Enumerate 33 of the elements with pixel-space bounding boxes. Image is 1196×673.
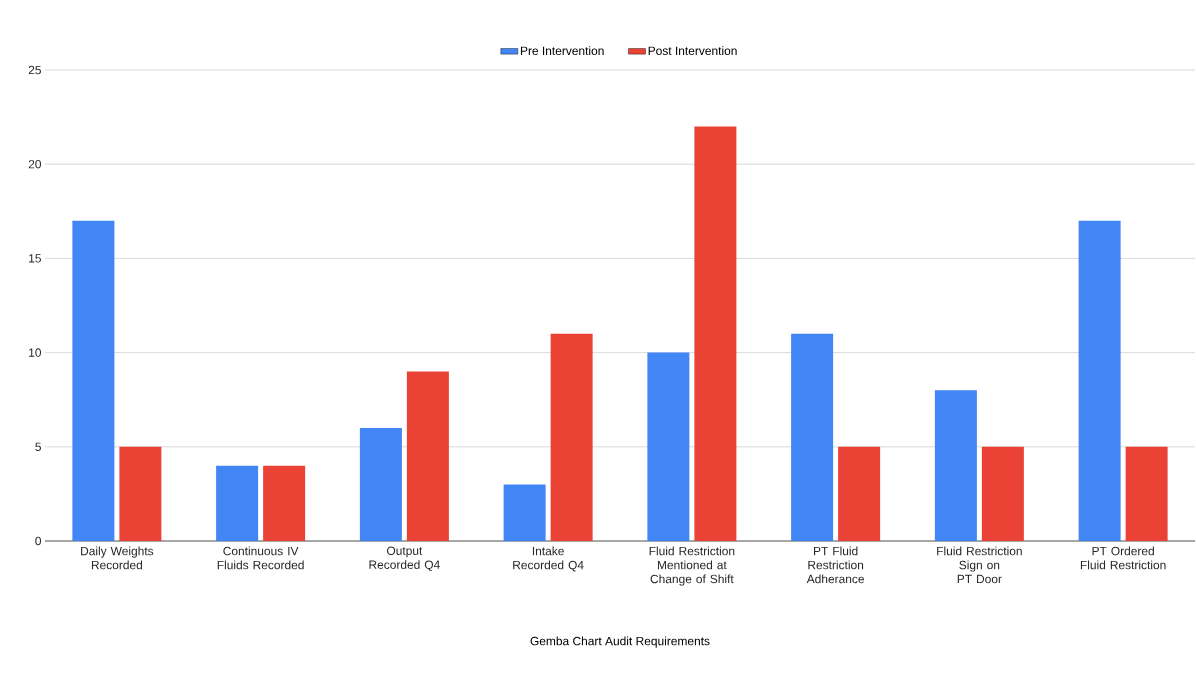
y-tick-label: 10 bbox=[29, 348, 42, 357]
x-tick-label: Fluid Restriction Sign on PT Door bbox=[937, 546, 1022, 584]
bar bbox=[981, 446, 1024, 541]
bar bbox=[72, 220, 115, 541]
bar bbox=[550, 333, 593, 541]
bar bbox=[647, 352, 690, 541]
bar bbox=[934, 390, 977, 541]
x-tick-label: Intake Recorded Q4 bbox=[513, 546, 584, 572]
bar bbox=[791, 333, 834, 541]
x-tick-label: Daily Weights Recorded bbox=[81, 546, 154, 570]
y-tick-label: 0 bbox=[35, 536, 42, 546]
legend-label: Pre Intervention bbox=[520, 46, 604, 56]
legend-label: Post Intervention bbox=[648, 46, 737, 56]
x-tick-label: Output Recorded Q4 bbox=[369, 546, 440, 572]
x-tick-label: Continuous IV Fluids Recorded bbox=[217, 546, 304, 570]
bar bbox=[838, 446, 881, 541]
bar bbox=[694, 126, 737, 541]
y-tick-label: 15 bbox=[29, 254, 41, 263]
bar bbox=[216, 465, 259, 541]
bar bbox=[406, 371, 449, 541]
bar bbox=[1125, 446, 1168, 541]
bar bbox=[359, 427, 402, 541]
bar bbox=[119, 446, 162, 541]
x-tick-label: Fluid Restriction Mentioned at Change of Shift bbox=[649, 546, 735, 586]
y-tick-label: 5 bbox=[35, 442, 41, 451]
x-axis-title: Gemba Chart Audit Requirements bbox=[530, 636, 710, 648]
bar bbox=[503, 484, 546, 541]
x-tick-label: PT Fluid Restriction Adherance bbox=[806, 546, 864, 584]
bar bbox=[263, 465, 306, 541]
y-tick-label: 20 bbox=[28, 159, 42, 169]
bar bbox=[1078, 220, 1121, 541]
y-tick-label: 25 bbox=[28, 65, 41, 75]
x-tick-label: PT Ordered Fluid Restriction bbox=[1080, 546, 1166, 570]
